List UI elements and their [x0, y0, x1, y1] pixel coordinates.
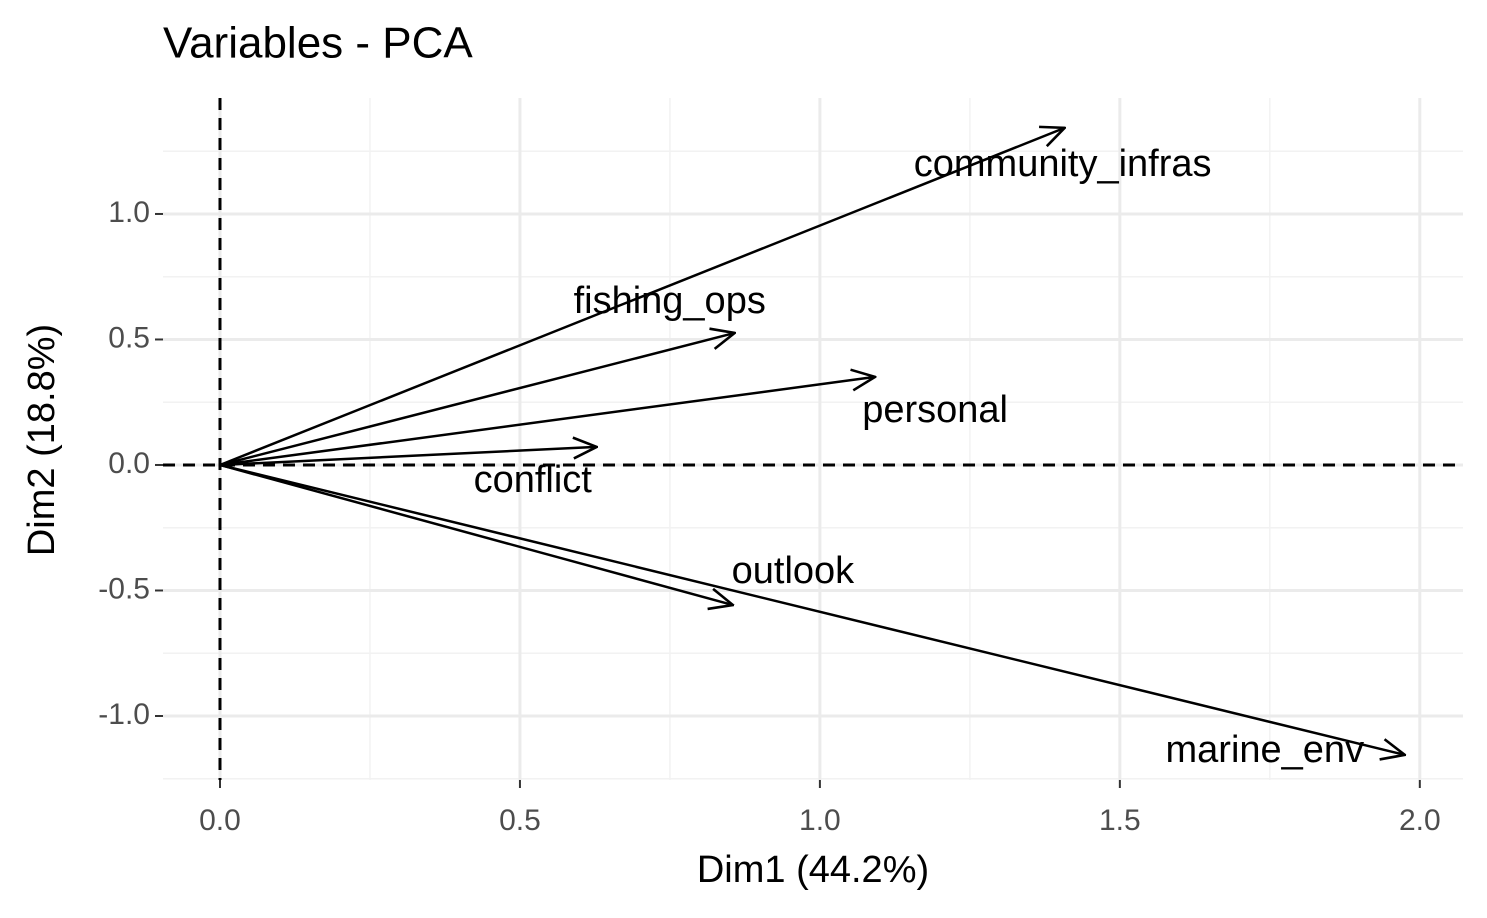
- x-tick-label: 1.5: [1099, 804, 1141, 837]
- y-tick-label: -0.5: [98, 572, 150, 605]
- variable-label: conflict: [474, 459, 593, 501]
- y-tick-label: 0.5: [108, 321, 150, 354]
- chart-title: Variables - PCA: [163, 19, 473, 68]
- variable-label: outlook: [732, 550, 856, 592]
- y-axis-label: Dim2 (18.8%): [21, 324, 63, 556]
- variable-label: personal: [862, 389, 1008, 431]
- x-axis-label: Dim1 (44.2%): [697, 849, 929, 891]
- arrow: [219, 377, 875, 467]
- x-tick-label: 0.5: [499, 804, 541, 837]
- arrow: [219, 333, 735, 467]
- arrow: [219, 463, 1405, 755]
- x-tick-label: 2.0: [1399, 804, 1441, 837]
- variable-label: community_infras: [914, 143, 1212, 185]
- y-tick-label: 0.0: [108, 447, 150, 480]
- arrow: [219, 463, 733, 605]
- y-tick-label: -1.0: [98, 698, 150, 731]
- arrow: [219, 128, 1065, 467]
- x-tick-label: 1.0: [799, 804, 841, 837]
- variable-label: marine_env: [1166, 729, 1365, 771]
- variable-label: fishing_ops: [574, 280, 766, 322]
- y-tick-label: 1.0: [108, 196, 150, 229]
- x-tick-label: 0.0: [199, 804, 241, 837]
- arrow: [219, 447, 597, 467]
